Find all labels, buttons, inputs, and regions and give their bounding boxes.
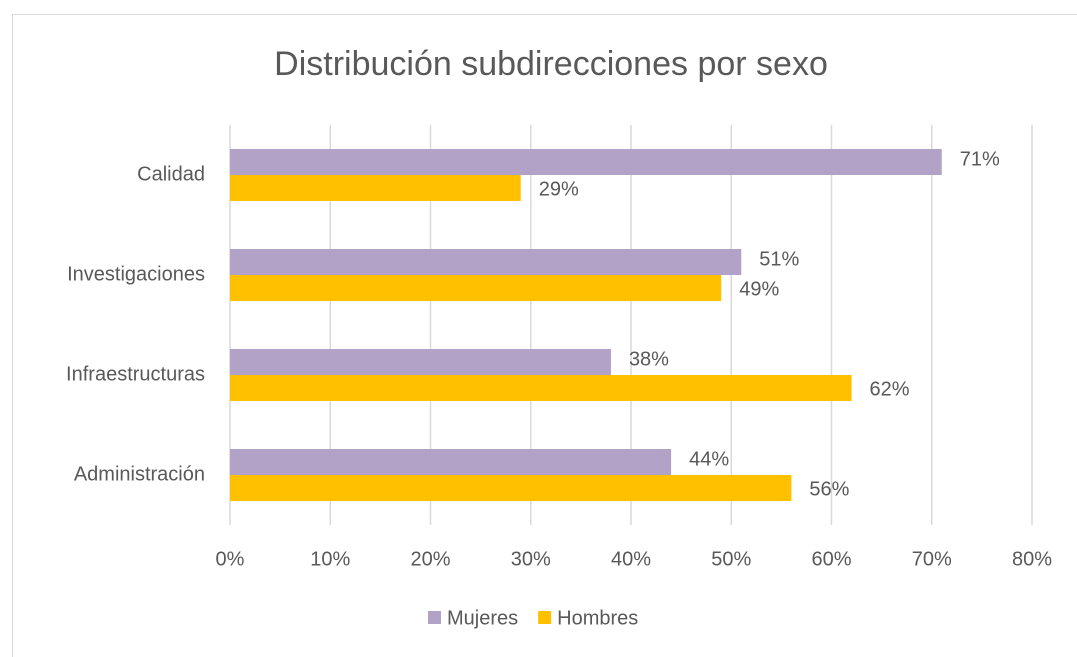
data-label: 44%: [689, 448, 729, 470]
x-tick-label: 50%: [711, 548, 751, 570]
y-tick-label: Infraestructuras: [66, 363, 205, 385]
x-tick-label: 0%: [216, 548, 245, 570]
legend-swatch: [538, 611, 552, 624]
y-tick-label: Administración: [74, 463, 205, 485]
y-tick-label: Investigaciones: [67, 263, 205, 285]
data-label: 51%: [759, 248, 799, 270]
x-tick-label: 30%: [511, 548, 551, 570]
chart-frame: [12, 14, 1077, 657]
bar: [230, 275, 722, 301]
legend-label: Hombres: [557, 607, 638, 629]
x-tick-label: 20%: [410, 548, 450, 570]
legend-swatch: [428, 611, 441, 624]
bar: [230, 375, 852, 401]
data-label: 38%: [629, 348, 669, 370]
data-label: 62%: [870, 378, 910, 400]
chart-title: Distribución subdirecciones por sexo: [274, 45, 828, 83]
x-tick-label: 70%: [912, 548, 952, 570]
x-tick-label: 60%: [811, 548, 851, 570]
bar: [230, 475, 792, 501]
bar: [230, 349, 611, 375]
data-label: 71%: [960, 148, 1000, 170]
bar: [230, 249, 742, 275]
x-tick-label: 40%: [611, 548, 651, 570]
bar: [230, 449, 672, 475]
y-tick-label: Calidad: [137, 163, 205, 185]
legend-label: Mujeres: [447, 607, 518, 629]
data-label: 49%: [739, 278, 779, 300]
x-tick-label: 80%: [1012, 548, 1052, 570]
bar: [230, 175, 521, 201]
x-tick-label: 10%: [310, 548, 350, 570]
bar: [230, 149, 942, 175]
data-label: 56%: [809, 478, 849, 500]
data-label: 29%: [539, 178, 579, 200]
